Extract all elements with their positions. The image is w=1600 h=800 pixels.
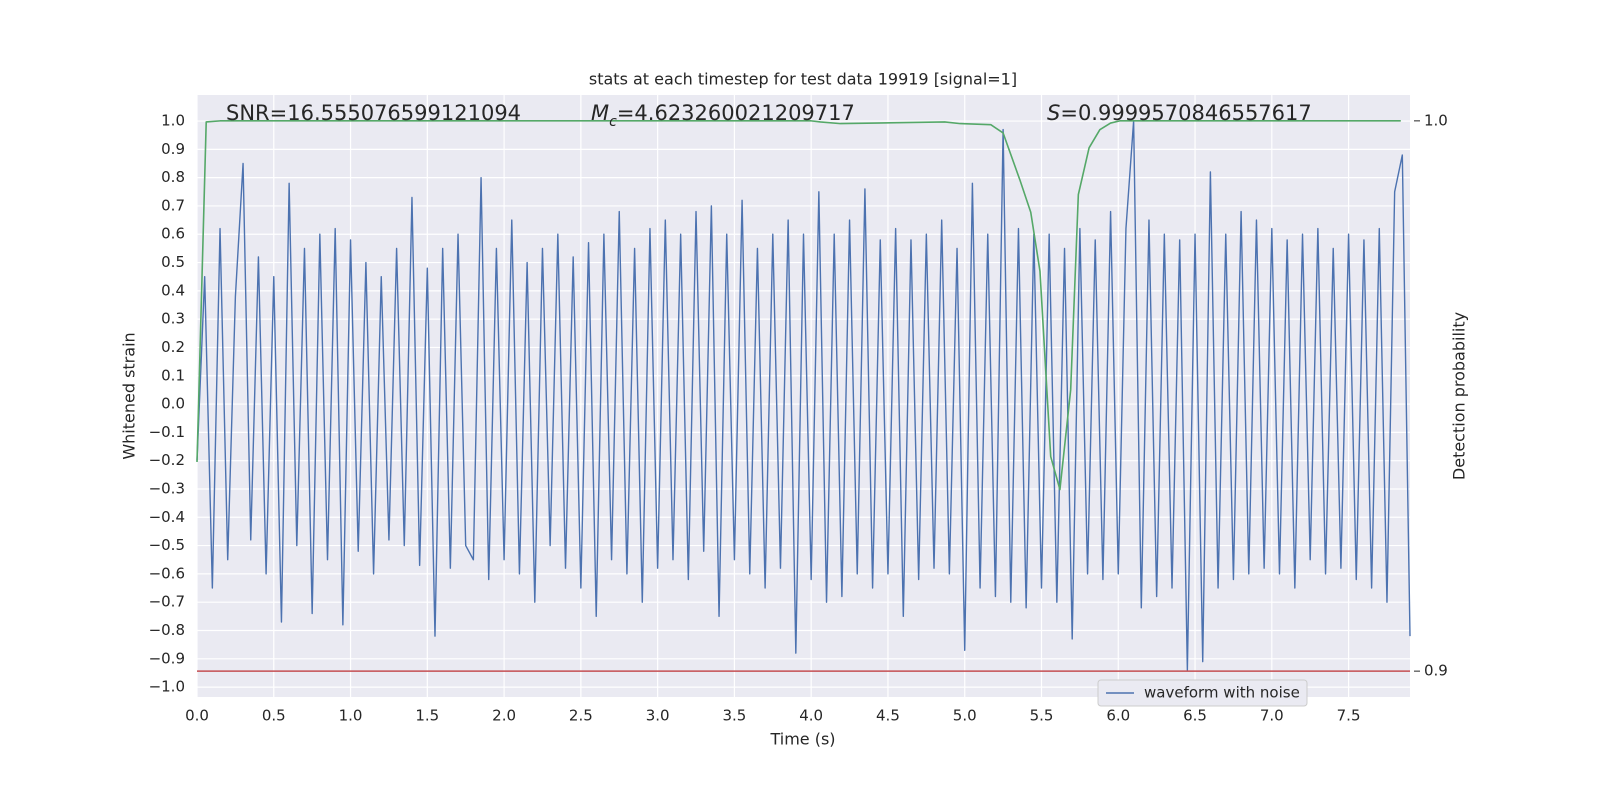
y-tick-label: −0.7 bbox=[149, 593, 185, 611]
annotation-symbol: S bbox=[1047, 101, 1060, 125]
y-tick-label: −0.4 bbox=[149, 508, 185, 526]
x-tick-label: 0.0 bbox=[185, 707, 209, 725]
x-tick-label: 2.5 bbox=[569, 707, 593, 725]
annotation-text: =0.9999570846557617 bbox=[1060, 101, 1311, 125]
x-tick-label: 3.0 bbox=[646, 707, 670, 725]
x-tick-label: 3.5 bbox=[722, 707, 746, 725]
x-tick-label: 2.0 bbox=[492, 707, 516, 725]
y-tick-label: 0.5 bbox=[161, 253, 185, 271]
legend-box bbox=[1097, 679, 1308, 707]
annotation-text: =4.623260021209717 bbox=[617, 101, 855, 125]
y2-tick-label: 1.0 bbox=[1424, 111, 1448, 129]
y-tick-label: 0.4 bbox=[161, 281, 185, 299]
y-tick-label: −0.1 bbox=[149, 423, 185, 441]
x-tick-label: 7.0 bbox=[1260, 707, 1284, 725]
annotation: S=0.9999570846557617 bbox=[1047, 101, 1312, 125]
y2-tick-label: 0.9 bbox=[1424, 662, 1448, 680]
y-tick-label: 0.1 bbox=[161, 366, 185, 384]
annotation: Mc=4.623260021209717 bbox=[591, 101, 855, 130]
y-tick-label: 0.9 bbox=[161, 140, 185, 158]
annotation: SNR=16.555076599121094 bbox=[226, 101, 521, 125]
annotation-subscript: c bbox=[609, 114, 617, 130]
x-tick-label: 7.5 bbox=[1337, 707, 1361, 725]
y-tick-label: 0.0 bbox=[161, 395, 185, 413]
x-tick-label: 5.0 bbox=[953, 707, 977, 725]
y-tick-label: 1.0 bbox=[161, 112, 185, 130]
y-tick-label: −0.8 bbox=[149, 621, 185, 639]
y-tick-label: 0.3 bbox=[161, 310, 185, 328]
y-axis-label: Whitened strain bbox=[120, 332, 139, 459]
y-tick-label: −0.3 bbox=[149, 479, 185, 497]
y-tick-label: 0.6 bbox=[161, 225, 185, 243]
x-tick-label: 6.0 bbox=[1106, 707, 1130, 725]
x-tick-label: 0.5 bbox=[262, 707, 286, 725]
y-tick-label: −0.9 bbox=[149, 649, 185, 667]
y-tick-label: −0.6 bbox=[149, 564, 185, 582]
x-tick-label: 4.5 bbox=[876, 707, 900, 725]
y-tick-label: 0.2 bbox=[161, 338, 185, 356]
x-tick-label: 1.5 bbox=[415, 707, 439, 725]
y-tick-label: 0.8 bbox=[161, 168, 185, 186]
y-tick-label: 0.7 bbox=[161, 196, 185, 214]
x-axis-label: Time (s) bbox=[769, 730, 835, 749]
x-tick-label: 4.0 bbox=[799, 707, 823, 725]
series-line bbox=[196, 120, 1411, 671]
series-line bbox=[196, 120, 1401, 491]
annotation-symbol: M bbox=[591, 101, 609, 125]
x-tick-label: 1.0 bbox=[339, 707, 363, 725]
y-tick-label: −1.0 bbox=[149, 678, 185, 696]
plot-area bbox=[197, 95, 1410, 697]
chart-title: stats at each timestep for test data 199… bbox=[589, 70, 1017, 89]
legend-label: waveform with noise bbox=[1144, 684, 1300, 702]
x-tick-label: 6.5 bbox=[1183, 707, 1207, 725]
annotation-text: SNR=16.555076599121094 bbox=[226, 101, 521, 125]
x-tick-label: 5.5 bbox=[1030, 707, 1054, 725]
y-tick-label: −0.2 bbox=[149, 451, 185, 469]
y2-axis-label: Detection probability bbox=[1450, 312, 1469, 480]
y-tick-label: −0.5 bbox=[149, 536, 185, 554]
